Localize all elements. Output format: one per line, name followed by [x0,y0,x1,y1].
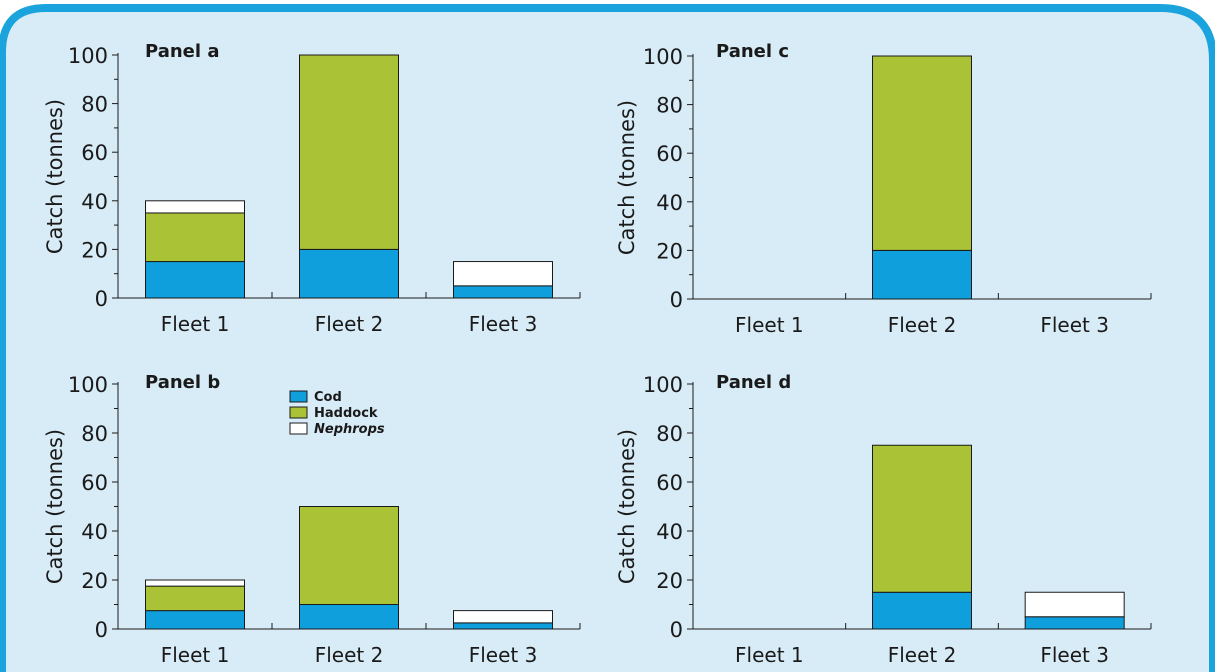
y-tick-label: 0 [95,287,108,311]
bar-nephrops-fleet-3 [453,610,553,624]
bar-haddock-fleet-2 [872,55,972,251]
y-tick-label: 40 [656,191,683,215]
chart-panel-1: Fleet 1 Fleet 2 Fleet 3 0 20 40 60 80 100 Catch (… [43,41,581,336]
legend-swatch-cod [289,390,308,403]
bar-cod-fleet-2 [872,249,972,300]
y-tick-label: 0 [670,618,683,642]
y-tick-label: 20 [81,569,108,593]
x-tick-label: Fleet 2 [888,643,957,667]
bar-nephrops-fleet-1 [145,200,245,214]
y-tick-label: 0 [670,288,683,312]
x-tick-label: Fleet 3 [469,643,538,667]
x-tick-label: Fleet 2 [315,312,384,336]
legend-label-nephrops: Nephrops [314,422,385,437]
bar-cod-fleet-2 [299,604,399,630]
y-axis-label: Catch (tonnes) [43,429,67,584]
y-axis-label: Catch (tonnes) [615,429,639,584]
bar-cod-fleet-1 [145,610,245,630]
bar-nephrops-fleet-3 [453,261,553,287]
y-tick-label: 20 [656,239,683,263]
x-tick-label: Fleet 1 [161,643,230,667]
bar-nephrops-fleet-1 [145,579,245,587]
bar-haddock-fleet-1 [145,585,245,612]
x-tick-label: Fleet 2 [888,313,957,337]
y-tick-label: 60 [656,471,683,495]
bar-cod-fleet-2 [299,248,399,299]
y-axis-label: Catch (tonnes) [43,99,67,254]
panel-title: Panel c [716,41,789,62]
y-axis-label: Catch (tonnes) [615,100,639,255]
bar-cod-fleet-3 [453,622,553,630]
bar-cod-fleet-1 [145,261,245,299]
y-tick-label: 100 [68,44,108,68]
bar-cod-fleet-3 [453,285,553,299]
y-tick-label: 40 [81,520,108,544]
x-tick-label: Fleet 3 [1040,643,1109,667]
x-tick-label: Fleet 1 [161,312,230,336]
y-tick-label: 80 [656,94,683,118]
legend-label-haddock: Haddock [314,406,378,421]
chart-panel-4: Fleet 1 Fleet 2 Fleet 3 0 20 40 60 80 100 Catch (… [615,372,1152,667]
bar-cod-fleet-3 [1024,616,1125,630]
y-tick-label: 60 [81,141,108,165]
bar-haddock-fleet-2 [299,54,399,250]
y-tick-label: 20 [81,238,108,262]
y-tick-label: 60 [656,142,683,166]
panel-title: Panel b [145,372,220,393]
legend-swatch-nephrops [289,422,308,435]
figure-background [0,3,1215,672]
y-tick-label: 80 [81,93,108,117]
x-tick-label: Fleet 1 [735,643,804,667]
x-tick-label: Fleet 3 [469,312,538,336]
charts-group: Fleet 1 Fleet 2 Fleet 3 0 20 40 60 80 100 Catch (… [43,41,1152,667]
y-tick-label: 40 [81,190,108,214]
y-tick-label: 100 [643,45,683,69]
panel-title: Panel d [716,372,791,393]
chart-panel-3: Fleet 1 Fleet 2 Fleet 3 0 20 40 60 80 100 Catch (… [43,372,581,667]
bar-cod-fleet-2 [872,591,972,630]
x-tick-label: Fleet 2 [315,643,384,667]
y-tick-label: 80 [81,422,108,446]
y-tick-label: 0 [95,618,108,642]
bar-haddock-fleet-2 [872,444,972,593]
panel-title: Panel a [145,41,219,62]
y-tick-label: 100 [68,373,108,397]
legend-label-cod: Cod [314,390,342,405]
y-tick-label: 20 [656,569,683,593]
y-tick-label: 60 [81,471,108,495]
bar-haddock-fleet-1 [145,212,245,263]
chart-panel-2: Fleet 1 Fleet 2 Fleet 3 0 20 40 60 80 100 Catch (… [615,41,1152,337]
y-tick-label: 100 [643,373,683,397]
x-tick-label: Fleet 3 [1040,313,1109,337]
x-tick-label: Fleet 1 [735,313,804,337]
y-tick-label: 80 [656,422,683,446]
bar-haddock-fleet-2 [299,506,399,605]
legend-swatch-haddock [289,406,308,419]
y-tick-label: 40 [656,520,683,544]
bar-nephrops-fleet-3 [1024,591,1125,618]
